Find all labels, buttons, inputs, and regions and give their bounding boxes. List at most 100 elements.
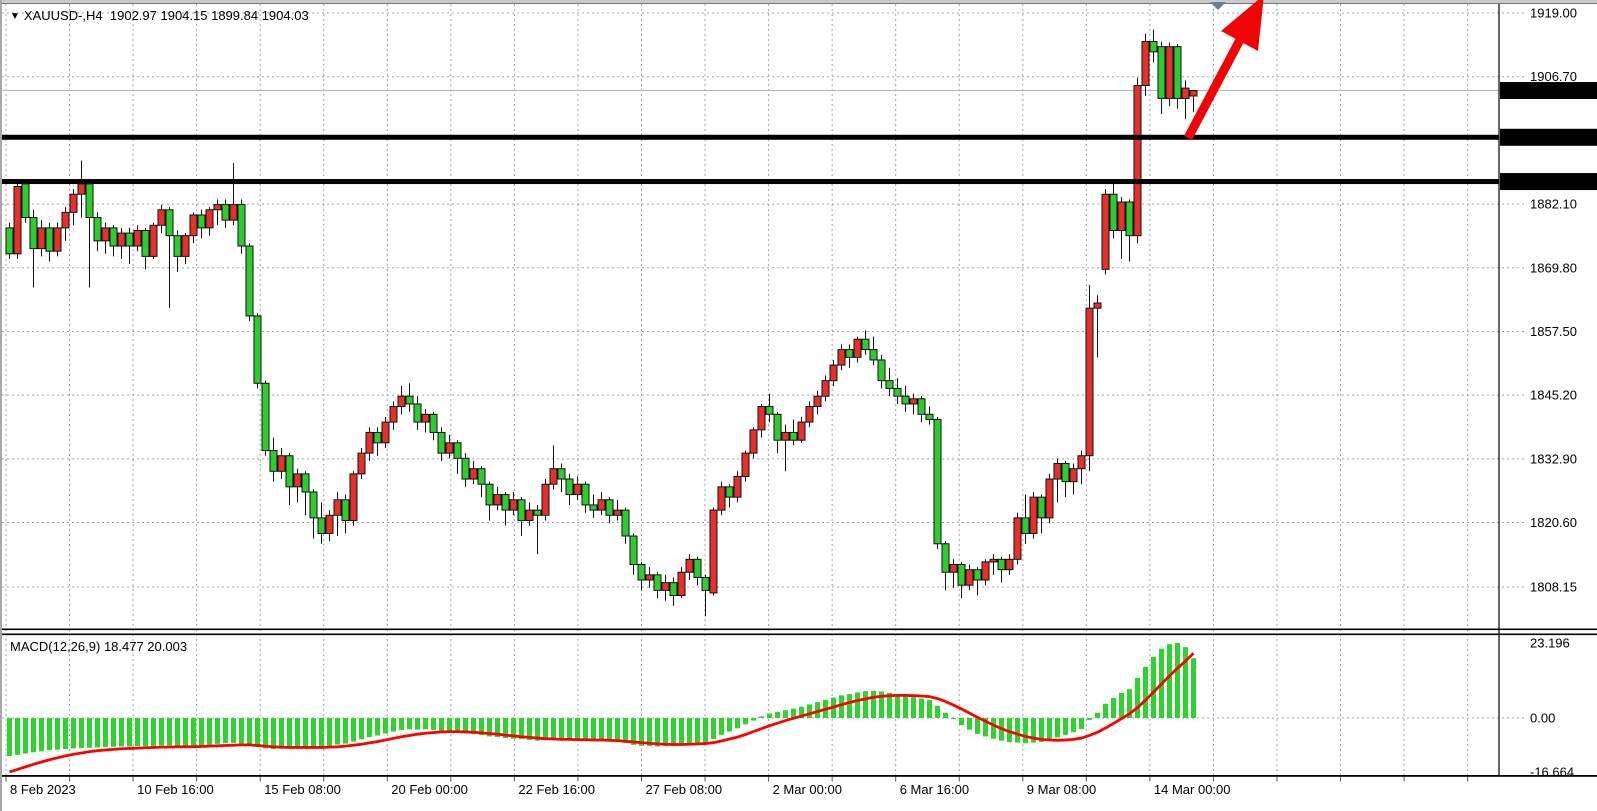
macd-histogram-bar — [199, 718, 204, 746]
candle-body — [461, 457, 470, 480]
candle-body — [861, 338, 870, 351]
macd-histogram-bar — [591, 718, 596, 741]
macd-histogram-bar — [1111, 697, 1116, 718]
candle-body — [901, 395, 910, 405]
macd-signal-line — [9, 652, 1195, 774]
price-tick-label: 1919.00 — [1530, 6, 1577, 21]
candle-body — [165, 209, 174, 237]
macd-histogram-bar — [383, 718, 388, 734]
candle-body — [309, 491, 318, 519]
candle-body — [997, 558, 1006, 571]
symbol-dropdown-triangle-icon[interactable]: ▼ — [10, 11, 20, 22]
candle-body — [261, 382, 270, 452]
macd-histogram-bar — [7, 718, 12, 757]
candle-body — [13, 185, 22, 255]
date-label: 27 Feb 08:00 — [646, 782, 723, 797]
candle-body — [789, 431, 798, 441]
panel-separator — [2, 628, 1597, 631]
macd-histogram-bar — [1079, 718, 1084, 730]
candle-body — [1157, 46, 1166, 99]
candle-body — [1181, 87, 1190, 99]
macd-histogram-bar — [431, 718, 436, 730]
candle-body — [117, 232, 126, 247]
macd-histogram-bar — [711, 718, 716, 740]
macd-histogram-bar — [535, 718, 540, 741]
candle-body — [637, 563, 646, 581]
macd-histogram-bar — [1119, 692, 1124, 718]
macd-histogram-bar — [1103, 703, 1108, 718]
candle-body — [237, 204, 246, 247]
macd-histogram-bar — [791, 708, 796, 718]
date-label: 6 Mar 16:00 — [900, 782, 969, 797]
macd-histogram-bar — [1039, 718, 1044, 742]
macd-histogram-bar — [887, 692, 892, 718]
macd-histogram-bar — [895, 694, 900, 718]
candle-body — [541, 483, 550, 516]
candle-body — [765, 406, 774, 415]
candle-body — [109, 227, 118, 247]
candle-body — [493, 494, 502, 506]
macd-histogram-bar — [79, 718, 84, 749]
candle-body — [293, 473, 302, 488]
macd-histogram-bar — [559, 718, 564, 740]
date-label: 22 Feb 16:00 — [518, 782, 595, 797]
candle-body — [133, 229, 142, 247]
candle-body — [909, 398, 918, 405]
candle-body — [269, 450, 278, 472]
macd-histogram-bar — [1063, 718, 1068, 735]
macd-histogram-bar — [191, 718, 196, 746]
candle-body — [429, 413, 438, 433]
candle-body — [357, 452, 366, 475]
macd-histogram-bar — [815, 702, 820, 718]
macd-histogram-bar — [847, 694, 852, 718]
macd-histogram-bar — [807, 704, 812, 718]
macd-histogram-bar — [671, 718, 676, 747]
macd-header: MACD(12,26,9) 18.477 20.003 — [10, 639, 187, 654]
macd-histogram-bar — [839, 695, 844, 718]
candle-body — [21, 183, 30, 219]
macd-histogram-bar — [247, 718, 252, 746]
macd-histogram-bar — [663, 718, 668, 747]
macd-histogram-bar — [751, 718, 756, 721]
price-line-label: 1886.45 — [1507, 174, 1554, 189]
candle-body — [1173, 46, 1182, 99]
macd-histogram-bar — [167, 718, 172, 746]
macd-histogram-bar — [215, 718, 220, 744]
macd-histogram-bar — [503, 718, 508, 739]
candle-body — [1037, 496, 1046, 519]
macd-histogram-bar — [463, 718, 468, 734]
candle-body — [645, 574, 654, 581]
candle-body — [749, 429, 758, 454]
candle-body — [605, 499, 614, 516]
candle-body — [381, 421, 390, 444]
candle-body — [85, 183, 94, 219]
candle-body — [1061, 463, 1070, 483]
macd-histogram-bar — [143, 718, 148, 747]
macd-histogram-bar — [343, 718, 348, 744]
candle-body — [797, 421, 806, 441]
candle-body — [205, 209, 214, 229]
date-label: 8 Feb 2023 — [10, 782, 76, 797]
macd-histogram-bar — [935, 705, 940, 718]
candle-body — [325, 514, 334, 534]
candle-body — [941, 543, 950, 573]
candle-body — [973, 569, 982, 581]
macd-histogram-bar — [87, 718, 92, 748]
macd-histogram-bar — [23, 718, 28, 754]
macd-histogram-bar — [639, 718, 644, 746]
macd-histogram-bar — [655, 718, 660, 747]
candle-body — [437, 431, 446, 454]
macd-histogram-bar — [1015, 718, 1020, 743]
macd-histogram-bar — [263, 718, 268, 749]
candle-body — [373, 431, 382, 444]
macd-histogram-bar — [239, 718, 244, 744]
candle-body — [453, 442, 462, 459]
macd-histogram-bar — [359, 718, 364, 740]
chart-header: ▼ XAUUSD-,H4 1902.97 1904.15 1899.84 1904… — [10, 8, 309, 23]
macd-histogram-bar — [679, 718, 684, 746]
candle-body — [173, 235, 182, 257]
candle-body — [565, 478, 574, 496]
candle-body — [693, 558, 702, 578]
candle-body — [621, 509, 630, 537]
